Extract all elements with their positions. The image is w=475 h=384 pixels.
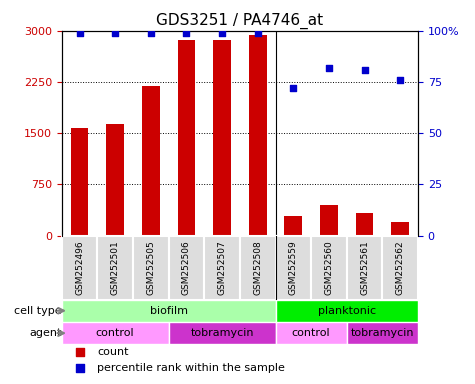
FancyBboxPatch shape <box>169 235 204 300</box>
Text: GSM252501: GSM252501 <box>111 240 120 295</box>
FancyBboxPatch shape <box>62 235 97 300</box>
Point <box>182 30 190 36</box>
Point <box>254 30 261 36</box>
FancyBboxPatch shape <box>347 235 382 300</box>
FancyBboxPatch shape <box>62 300 276 322</box>
Point <box>218 30 226 36</box>
Text: control: control <box>96 328 134 338</box>
Bar <box>320 205 338 235</box>
Point <box>76 365 84 371</box>
Text: planktonic: planktonic <box>318 306 376 316</box>
Bar <box>356 213 373 235</box>
Bar <box>106 124 124 235</box>
FancyBboxPatch shape <box>62 322 169 344</box>
Text: agent: agent <box>29 328 62 338</box>
Point <box>147 30 155 36</box>
Point <box>76 349 84 355</box>
FancyBboxPatch shape <box>382 235 418 300</box>
Bar <box>142 86 160 235</box>
FancyBboxPatch shape <box>133 235 169 300</box>
FancyBboxPatch shape <box>276 322 347 344</box>
Point <box>111 30 119 36</box>
Text: biofilm: biofilm <box>150 306 188 316</box>
FancyBboxPatch shape <box>276 235 311 300</box>
Point <box>325 65 332 71</box>
Text: GSM252506: GSM252506 <box>182 240 191 295</box>
Point <box>289 85 297 91</box>
FancyBboxPatch shape <box>276 300 418 322</box>
Text: count: count <box>97 347 129 358</box>
FancyBboxPatch shape <box>204 235 240 300</box>
Text: percentile rank within the sample: percentile rank within the sample <box>97 363 285 373</box>
Point <box>361 66 369 73</box>
FancyBboxPatch shape <box>311 235 347 300</box>
FancyBboxPatch shape <box>169 322 276 344</box>
Text: GSM252562: GSM252562 <box>396 240 405 295</box>
Bar <box>213 40 231 235</box>
Text: GSM252496: GSM252496 <box>75 240 84 295</box>
Text: control: control <box>292 328 331 338</box>
Text: GSM252560: GSM252560 <box>324 240 333 295</box>
Bar <box>71 128 88 235</box>
FancyBboxPatch shape <box>347 322 418 344</box>
Text: tobramycin: tobramycin <box>190 328 254 338</box>
Bar <box>285 216 302 235</box>
Point <box>396 77 404 83</box>
FancyBboxPatch shape <box>240 235 276 300</box>
Text: GSM252505: GSM252505 <box>146 240 155 295</box>
Text: cell type: cell type <box>14 306 62 316</box>
Bar <box>249 35 266 235</box>
Point <box>76 30 84 36</box>
Bar <box>391 222 409 235</box>
FancyBboxPatch shape <box>97 235 133 300</box>
Title: GDS3251 / PA4746_at: GDS3251 / PA4746_at <box>156 13 323 29</box>
Text: GSM252507: GSM252507 <box>218 240 227 295</box>
Bar <box>178 40 195 235</box>
Text: GSM252559: GSM252559 <box>289 240 298 295</box>
Text: GSM252508: GSM252508 <box>253 240 262 295</box>
Text: GSM252561: GSM252561 <box>360 240 369 295</box>
Text: tobramycin: tobramycin <box>351 328 414 338</box>
